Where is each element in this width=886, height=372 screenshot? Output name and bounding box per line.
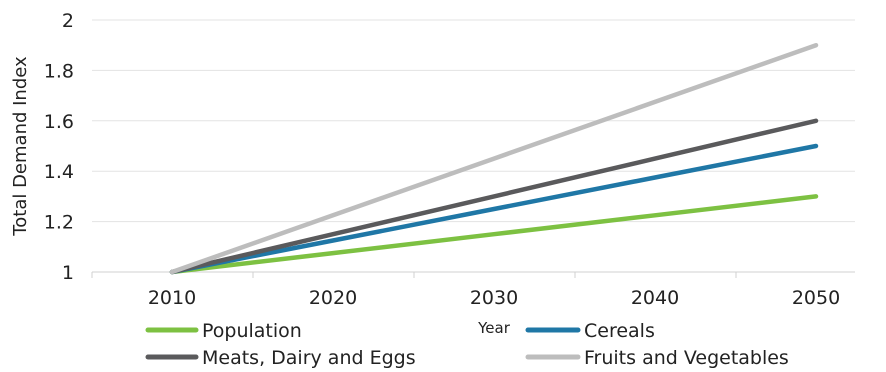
y-tick-label: 1.6: [44, 111, 74, 133]
y-axis: 1 1.2 1.4 1.6 1.8 2: [44, 10, 74, 284]
x-axis: 2010 2020 2030 2040 2050: [91, 272, 840, 309]
y-tick-label: 2: [62, 10, 74, 32]
x-tick-label: 2020: [309, 287, 357, 309]
series-line-2: [169, 118, 819, 275]
x-axis-title: Year: [477, 319, 511, 337]
legend: Population Cereals Meats, Dairy and Eggs Fr…: [145, 320, 789, 369]
series-line-0: [169, 194, 819, 275]
y-tick-label: 1: [62, 262, 74, 284]
legend-label-3: Fruits and Vegetables: [584, 347, 789, 369]
x-tick-label: 2030: [470, 287, 518, 309]
y-tick-label: 1.8: [44, 60, 74, 82]
series-layer: [169, 42, 819, 275]
x-tick-label: 2050: [792, 287, 840, 309]
series-line-1: [169, 143, 819, 275]
legend-label-1: Cereals: [584, 320, 655, 342]
legend-label-0: Population: [202, 320, 302, 342]
y-axis-title: Total Demand Index: [10, 56, 31, 237]
x-tick-label: 2010: [148, 287, 196, 309]
legend-label-2: Meats, Dairy and Eggs: [202, 347, 416, 369]
series-line-3: [169, 42, 819, 275]
gridlines: [92, 19, 855, 273]
y-tick-label: 1.4: [44, 161, 74, 183]
y-tick-label: 1.2: [44, 212, 74, 234]
x-tick-label: 2040: [631, 287, 679, 309]
